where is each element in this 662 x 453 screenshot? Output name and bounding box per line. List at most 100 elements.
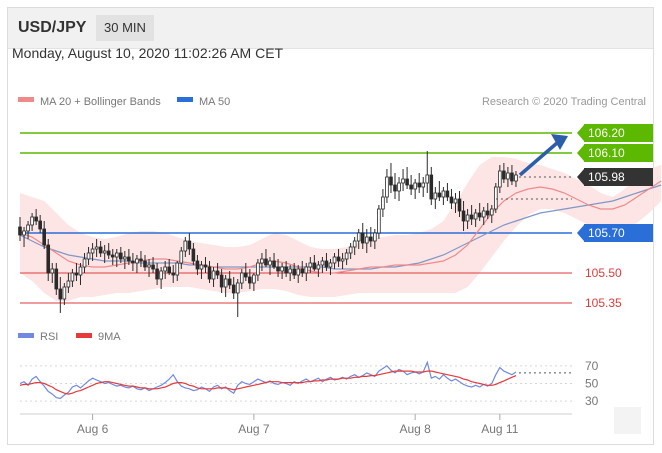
level-label-106-20: 106.20	[588, 126, 625, 140]
ma50-legend-swatch	[177, 97, 193, 102]
candle-body	[506, 172, 510, 180]
current-price-tag	[584, 168, 653, 186]
candle-body	[288, 268, 292, 274]
current-price-pointer	[577, 169, 584, 185]
candle-body	[385, 176, 389, 198]
x-tick-label: Aug 7	[238, 422, 270, 436]
candle-body	[308, 262, 313, 268]
candle-body	[98, 246, 103, 254]
level-labels: 106.20 106.10 105.70 105.50 105.35 105.98	[495, 124, 653, 310]
candle-body	[264, 258, 268, 266]
candle-body	[421, 182, 426, 188]
candle-body	[223, 278, 228, 288]
candle-body	[364, 236, 369, 244]
candle-body	[469, 214, 474, 220]
candle-body	[191, 248, 196, 262]
candle-body	[377, 208, 381, 234]
candle-body	[352, 240, 357, 248]
candle-body	[405, 178, 409, 186]
candle-body	[413, 182, 417, 190]
rsi-legend-swatch	[18, 333, 34, 338]
candle-body	[441, 190, 446, 198]
candle-body	[514, 174, 518, 182]
candle-body	[296, 268, 301, 276]
level-tag-106-10	[584, 144, 653, 162]
chart-header: USD/JPY 30 MIN	[8, 8, 653, 49]
candle-body	[348, 246, 353, 254]
candle-body	[489, 208, 494, 216]
x-tick-label: Aug 6	[77, 422, 109, 436]
candle-body	[481, 210, 486, 218]
candle-body	[139, 258, 143, 262]
candle-body	[231, 284, 236, 294]
target-arrow-shaft	[518, 141, 559, 177]
candle-body	[62, 286, 67, 300]
candle-body	[163, 266, 167, 272]
candle-body	[179, 250, 184, 264]
candle-body	[211, 270, 216, 280]
candle-body	[175, 262, 180, 276]
candle-body	[123, 256, 127, 260]
bollinger-band-fill	[20, 157, 662, 301]
ma20-legend-swatch	[18, 97, 34, 102]
candle-body	[114, 252, 119, 258]
candle-body	[494, 186, 498, 210]
candle-body	[344, 252, 349, 260]
candle-body	[393, 184, 397, 192]
candle-body	[38, 220, 42, 230]
candle-body	[473, 212, 478, 220]
candle-body	[260, 258, 264, 264]
candle-body	[316, 264, 321, 270]
candle-body	[227, 278, 232, 286]
candle-body	[417, 182, 421, 188]
candle-body	[54, 268, 59, 290]
price-levels	[20, 132, 572, 304]
candle-body	[167, 266, 171, 274]
candle-body	[437, 192, 442, 198]
timeframe-badge[interactable]: 30 MIN	[96, 15, 154, 41]
candle-body	[336, 256, 341, 262]
candle-body	[90, 248, 95, 254]
candle-body	[252, 274, 256, 284]
candle-body	[50, 268, 55, 274]
candle-body	[256, 262, 260, 276]
candle-body	[94, 246, 99, 250]
candle-body	[244, 272, 248, 278]
candle-body	[502, 170, 506, 180]
candle-body	[131, 260, 135, 264]
rsi-series-rsi	[19, 360, 517, 400]
candle-body	[340, 258, 345, 262]
candle-body	[485, 210, 490, 216]
candle-body	[498, 170, 502, 188]
x-tick-label: Aug 8	[399, 422, 431, 436]
level-tag-pointer	[577, 125, 584, 141]
candlesticks	[18, 151, 518, 317]
candle-body	[477, 212, 482, 218]
ma20-legend-label: MA 20 + Bollinger Bands	[40, 96, 161, 108]
candle-body	[195, 260, 200, 270]
candle-body	[328, 262, 333, 268]
candle-body	[207, 266, 212, 280]
candle-body	[510, 172, 514, 182]
rsi-series-9ma	[19, 370, 517, 395]
candle-body	[356, 232, 361, 242]
candle-body	[433, 192, 438, 200]
candle-body	[248, 276, 252, 284]
rsi-legend-label: RSI	[40, 331, 58, 343]
rsi-ma-legend-swatch	[76, 333, 92, 338]
candle-body	[26, 224, 30, 232]
candle-body	[239, 272, 244, 284]
level-tag-pointer	[577, 225, 584, 241]
target-arrow-head	[551, 134, 568, 150]
candle-body	[276, 266, 280, 272]
candle-body	[360, 232, 365, 244]
candle-body	[106, 250, 111, 256]
candle-body	[187, 240, 192, 250]
candle-body	[215, 270, 220, 276]
level-tag-105-70	[584, 224, 653, 242]
candle-body	[280, 266, 284, 272]
settings-corner[interactable]	[614, 407, 641, 434]
candle-body	[449, 196, 454, 204]
rsi-panel: 70 50 30	[19, 359, 599, 408]
candle-body	[219, 274, 224, 288]
